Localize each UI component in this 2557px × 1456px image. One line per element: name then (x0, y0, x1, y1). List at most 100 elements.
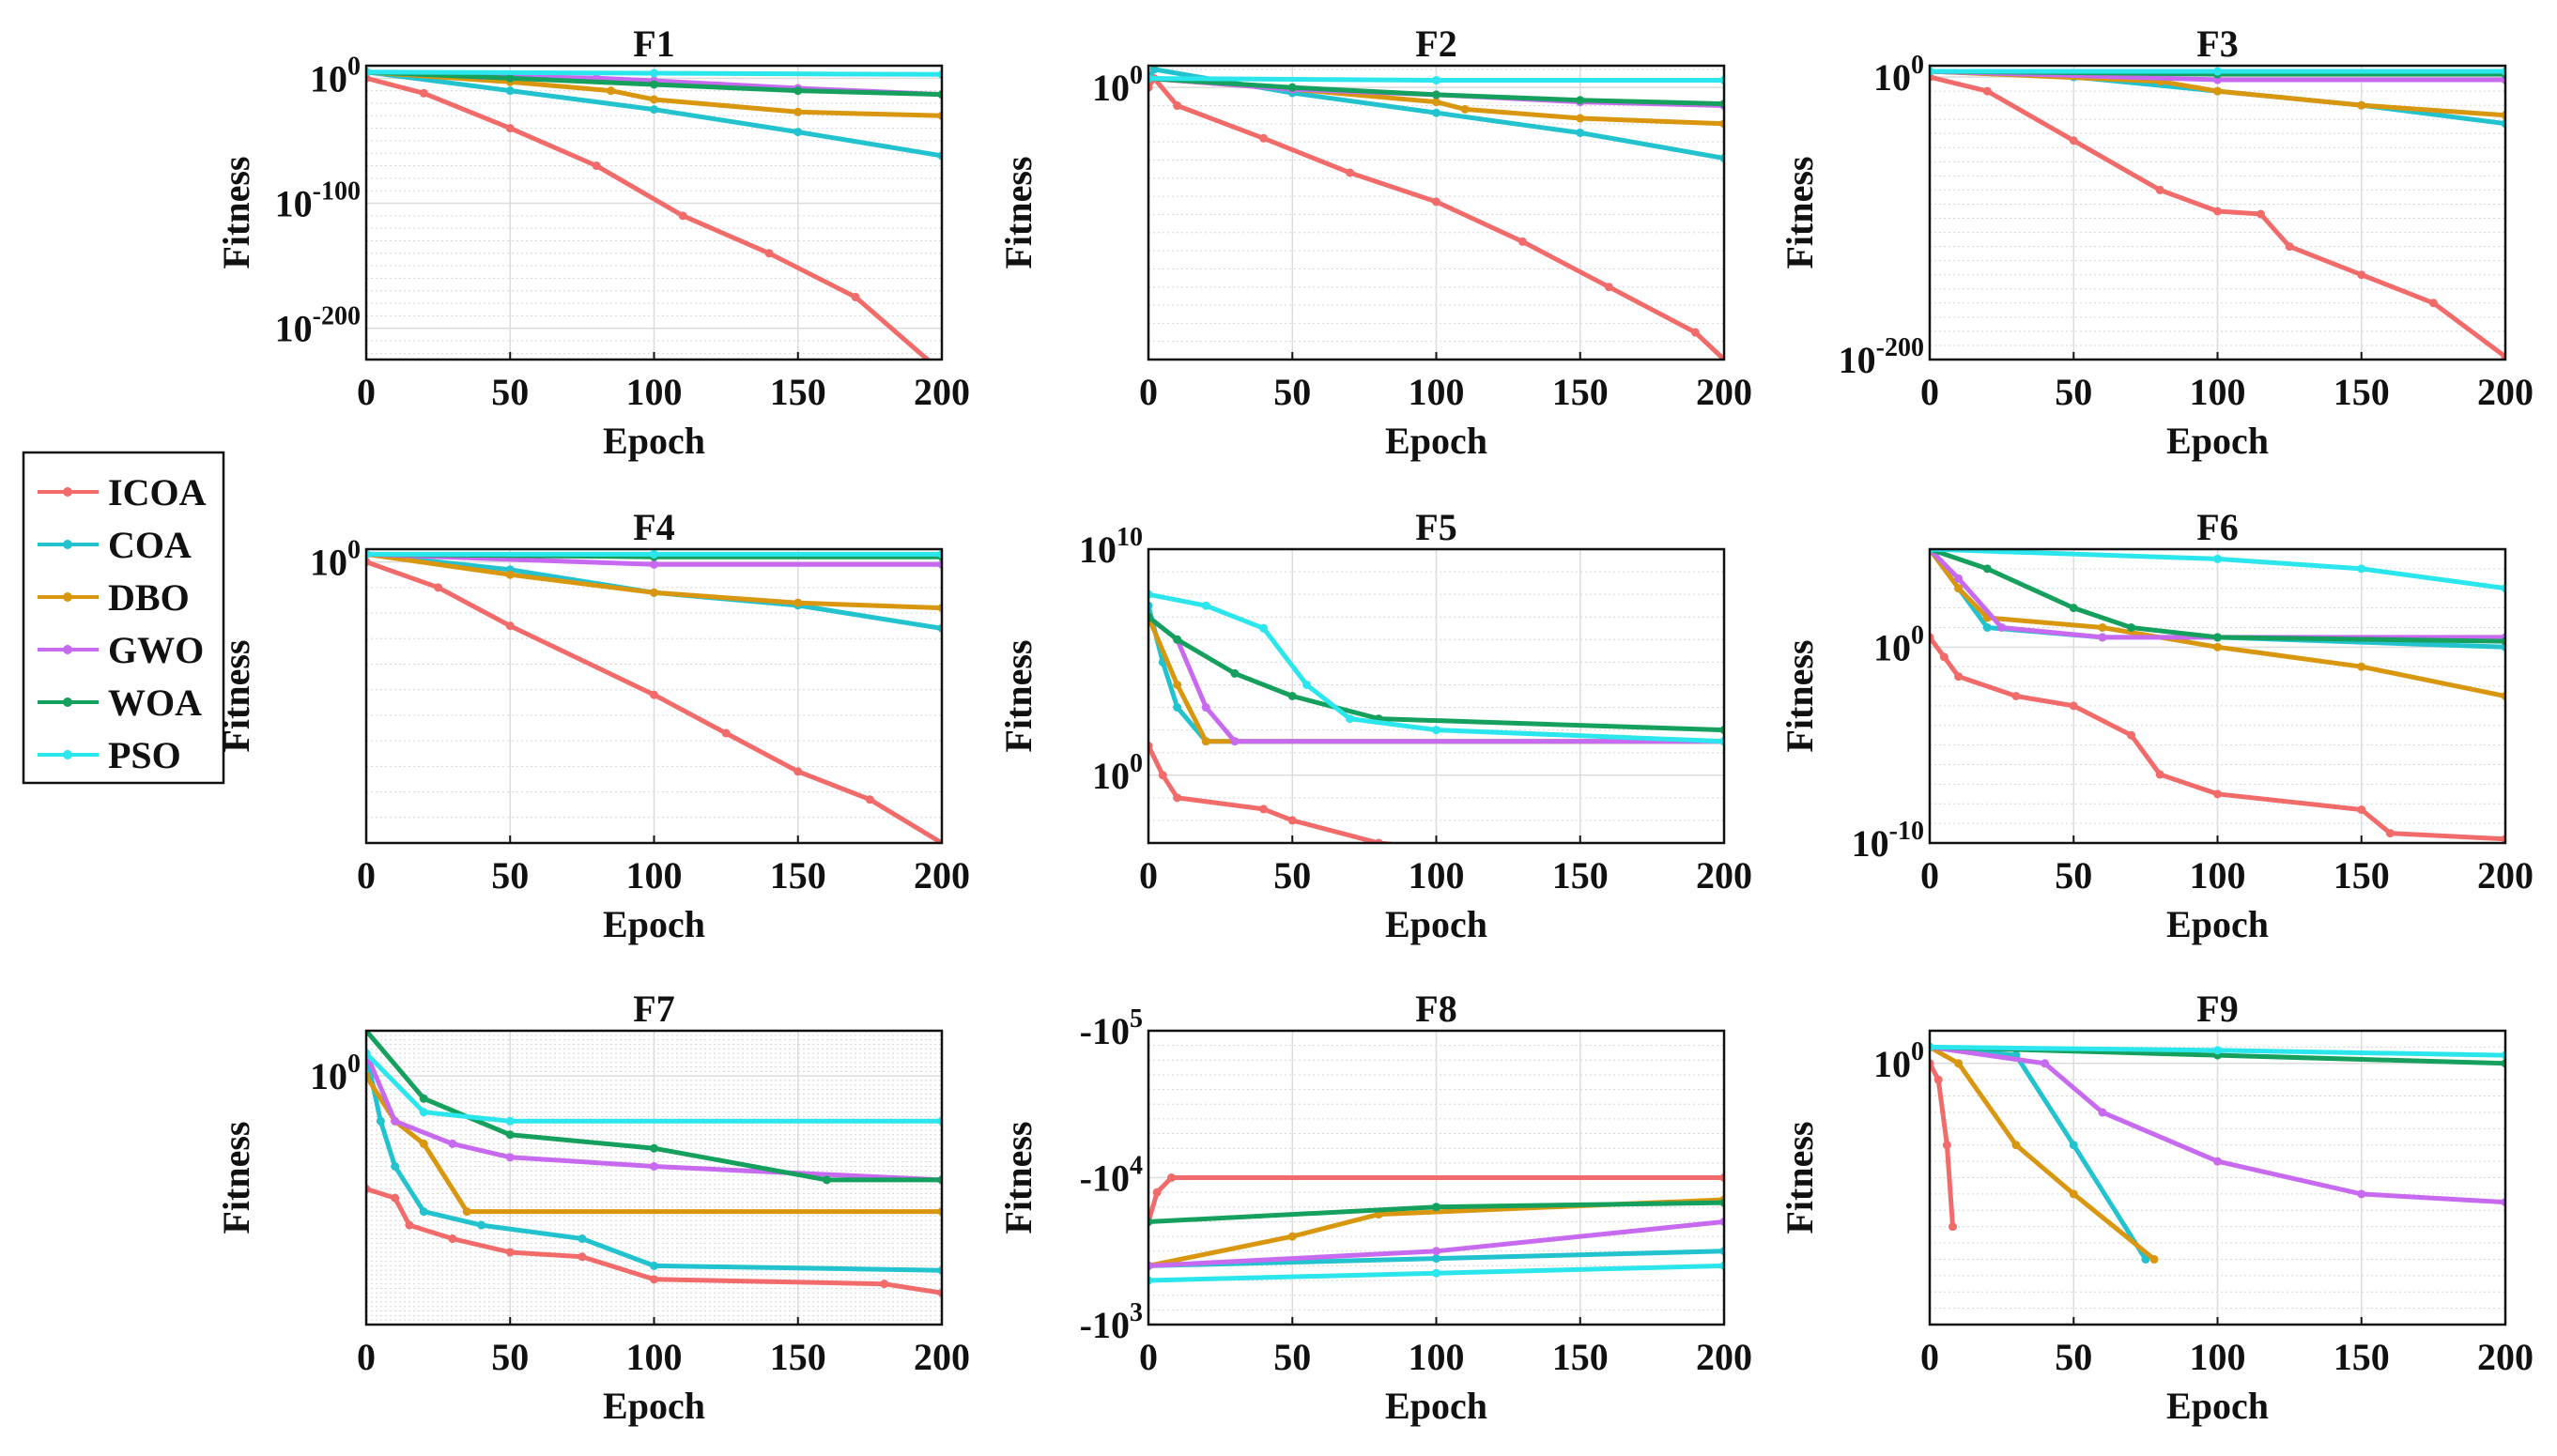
x-tick-label: 150 (770, 1336, 826, 1378)
data-point-woa (2127, 622, 2136, 632)
series-line-icoa (1930, 74, 2505, 360)
data-point-gwo (2357, 1189, 2366, 1199)
data-point-icoa (1259, 133, 1269, 143)
legend-label: WOA (108, 682, 202, 724)
x-tick-label: 0 (357, 371, 376, 413)
x-tick-label: 100 (1409, 1336, 1465, 1378)
y-tick-label: 100 (310, 1050, 361, 1097)
legend-swatch-marker (63, 487, 72, 497)
data-point-woa (1576, 96, 1585, 105)
y-axis-label: Fitness (215, 157, 257, 269)
chart-title: F9 (2196, 988, 2238, 1030)
panel-f3: 0 50 100 150 200 100 10-200 F3 Epoch Fitness (1779, 23, 2534, 462)
x-tick-label: 100 (626, 854, 683, 897)
data-point-coa (2069, 1141, 2078, 1150)
data-point-icoa (1939, 652, 1949, 662)
data-point-coa (650, 1261, 658, 1270)
data-point-coa (1173, 703, 1182, 713)
data-point-gwo (2098, 633, 2107, 642)
data-point-icoa (721, 728, 731, 738)
data-point-woa (419, 1094, 428, 1103)
data-point-dbo (1173, 680, 1182, 689)
data-point-icoa (1259, 805, 1269, 814)
data-point-woa (1432, 1203, 1440, 1212)
data-point-coa (419, 1207, 428, 1217)
data-point-woa (1432, 90, 1440, 100)
data-point-pso (1432, 75, 1440, 84)
x-tick-label: 100 (2190, 371, 2246, 413)
data-point-icoa (2285, 242, 2294, 252)
data-point-woa (2069, 604, 2078, 613)
data-point-pso (505, 1116, 515, 1126)
data-point-woa (505, 1130, 515, 1140)
x-tick-label: 0 (1920, 854, 1939, 897)
x-tick-label: 0 (1139, 371, 1158, 413)
data-point-coa (793, 128, 803, 137)
data-point-icoa (1152, 1188, 1162, 1197)
x-tick-label: 100 (1409, 854, 1465, 897)
data-point-icoa (2428, 299, 2438, 308)
series-woa (366, 1031, 942, 1185)
x-tick-label: 150 (770, 854, 826, 897)
x-tick-label: 0 (1139, 1336, 1158, 1378)
data-point-icoa (1158, 771, 1167, 780)
data-point-gwo (505, 1153, 515, 1162)
legend-entry-gwo: GWO (38, 629, 204, 671)
data-point-dbo (462, 1207, 471, 1217)
y-tick-label: 10-200 (275, 302, 361, 350)
data-point-icoa (764, 249, 774, 258)
data-point-gwo (2041, 1059, 2050, 1068)
data-point-icoa (2357, 805, 2366, 815)
panel-f7: 0 50 100 150 200 100 F7 Epoch Fitness (215, 988, 970, 1427)
panel-f8: 0 50 100 150 200 -103 -104 -105 F8 Epoch Fitness (997, 988, 1752, 1427)
x-tick-label: 50 (1273, 371, 1311, 413)
legend-swatch-marker (63, 645, 72, 654)
x-tick-label: 50 (491, 1336, 529, 1378)
data-point-dbo (2213, 86, 2222, 96)
data-point-dbo (793, 107, 803, 116)
data-point-icoa (2385, 829, 2395, 838)
data-point-woa (2213, 633, 2222, 642)
data-point-dbo (650, 588, 658, 597)
series-icoa (1930, 633, 2505, 843)
data-point-dbo (2213, 642, 2222, 651)
x-tick-label: 200 (1696, 371, 1752, 413)
legend-entry-dbo: DBO (38, 576, 190, 619)
data-point-gwo (650, 1161, 658, 1171)
data-point-icoa (1173, 793, 1182, 803)
legend-box (22, 451, 225, 785)
x-tick-label: 0 (357, 854, 376, 897)
data-point-pso (2357, 564, 2366, 574)
chart-title: F3 (2196, 23, 2238, 65)
x-tick-label: 100 (1409, 371, 1465, 413)
legend-entry-pso: PSO (38, 734, 181, 776)
series-line-woa (1148, 615, 1724, 733)
x-tick-label: 200 (1696, 1336, 1752, 1378)
chart-title: F1 (633, 23, 674, 65)
data-point-icoa (1942, 1141, 1951, 1150)
x-axis-label: Epoch (1385, 420, 1487, 462)
data-point-dbo (1954, 1059, 1964, 1068)
data-point-icoa (1287, 816, 1297, 825)
y-tick-label: 10-100 (275, 177, 361, 225)
data-point-icoa (851, 292, 860, 301)
legend-swatch-marker (63, 750, 72, 759)
data-point-coa (1982, 622, 1992, 632)
data-point-icoa (391, 1193, 400, 1203)
x-axis-label: Epoch (1385, 903, 1487, 945)
legend-swatch-marker (63, 540, 72, 549)
data-point-icoa (650, 1275, 658, 1284)
series-line-icoa (366, 75, 932, 360)
y-tick-label: 1010 (1079, 523, 1143, 571)
data-point-icoa (405, 1220, 414, 1230)
y-axis-label: Fitness (1779, 157, 1821, 269)
x-tick-label: 150 (2334, 1336, 2390, 1378)
legend-label: PSO (108, 734, 181, 776)
data-point-pso (1432, 726, 1440, 735)
x-tick-label: 150 (1552, 854, 1609, 897)
legend-label: DBO (108, 576, 190, 619)
series-icoa (1148, 74, 1724, 360)
x-tick-label: 50 (2055, 371, 2092, 413)
series-line-icoa (1148, 76, 1724, 360)
x-tick-label: 200 (2477, 371, 2534, 413)
